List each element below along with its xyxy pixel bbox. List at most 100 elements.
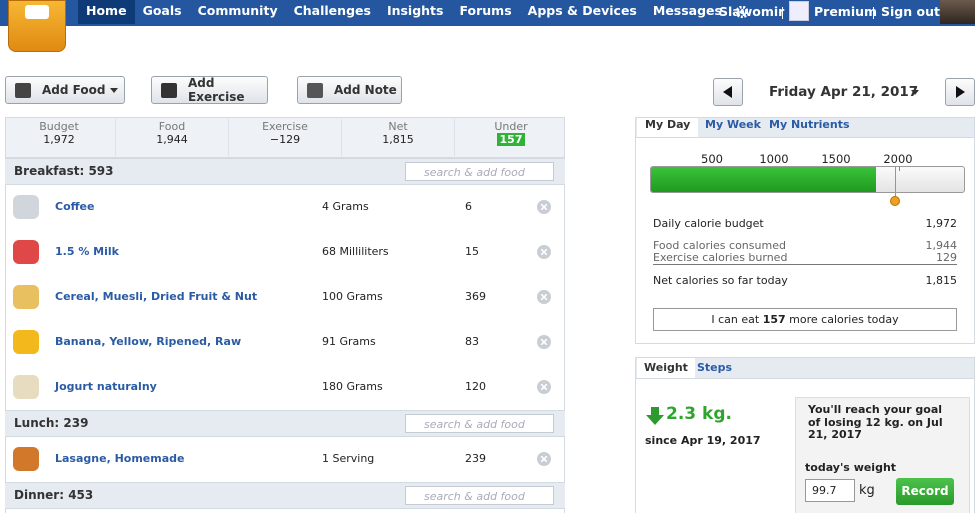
food-icon xyxy=(13,375,39,399)
food-name[interactable]: Cereal, Muesli, Dried Fruit & Nut xyxy=(55,290,258,303)
calorie-value: 1,815 xyxy=(925,274,958,287)
weight-input[interactable]: 99.7 xyxy=(805,479,855,502)
remove-button[interactable] xyxy=(537,290,551,304)
summary-value: 1,944 xyxy=(122,133,222,146)
toolbar-button[interactable]: Add Note xyxy=(297,76,402,104)
summary-number: 1,972 xyxy=(43,133,75,146)
summary-number: 157 xyxy=(496,133,526,146)
calorie-label: Food calories consumed xyxy=(653,239,786,252)
meal-title: Dinner: 453 xyxy=(14,488,94,502)
meal-title: Breakfast: 593 xyxy=(14,164,114,178)
nav-link[interactable]: Messages xyxy=(652,3,722,18)
food-calories: 6 xyxy=(465,200,472,213)
avatar xyxy=(940,0,975,24)
arrow-left xyxy=(723,86,732,98)
scale-tick xyxy=(713,167,714,171)
divider xyxy=(228,119,229,156)
search-box[interactable]: search & add food xyxy=(405,162,554,181)
calorie-message: I can eat 157 more calories today xyxy=(653,308,957,331)
button-icon xyxy=(307,83,323,98)
signout-link[interactable]: Sign out xyxy=(881,4,940,19)
calorie-label: Exercise calories burned xyxy=(653,251,788,264)
down-arrow xyxy=(646,407,664,425)
weight-unit: kg xyxy=(859,483,875,498)
food-icon xyxy=(13,447,39,471)
summary-value: 1,972 xyxy=(9,133,109,146)
food-calories: 15 xyxy=(465,245,479,258)
summary-label: Net xyxy=(388,120,408,133)
food-icon xyxy=(13,330,39,354)
scale-label: 500 xyxy=(701,152,723,166)
nav-link[interactable]: Insights xyxy=(386,3,444,18)
top-bar xyxy=(0,0,975,26)
summary-value: −129 xyxy=(235,133,335,146)
remove-button[interactable] xyxy=(537,335,551,349)
premium-link[interactable]: Premium xyxy=(814,4,878,19)
remove-x xyxy=(541,339,547,345)
calorie-label: Daily calorie budget xyxy=(653,217,764,230)
food-name[interactable]: Banana, Yellow, Ripened, Raw xyxy=(55,335,242,348)
arrow-right xyxy=(956,86,965,98)
summary-label: Budget xyxy=(39,120,79,133)
nav-link[interactable]: Forums xyxy=(459,3,512,18)
prev-day[interactable] xyxy=(713,78,743,106)
date[interactable]: Friday Apr 21, 2017 xyxy=(769,84,919,100)
food-name[interactable]: Coffee xyxy=(55,200,95,213)
button-icon xyxy=(15,83,31,98)
toolbar-button[interactable]: Add Food xyxy=(5,76,125,104)
tab[interactable]: My Day xyxy=(637,118,699,138)
food-amount: 68 Milliliters xyxy=(322,245,389,258)
user-name[interactable]: Slawomir xyxy=(719,4,785,19)
dropdown-caret xyxy=(110,88,118,93)
food-name[interactable]: Lasagne, Homemade xyxy=(55,452,185,465)
summary-value: 1,815 xyxy=(348,133,448,146)
remove-button[interactable] xyxy=(537,245,551,259)
nav-link[interactable]: Goals xyxy=(142,3,182,18)
remove-button[interactable] xyxy=(537,200,551,214)
progress-fill xyxy=(651,167,877,192)
divider xyxy=(341,119,342,156)
goal-text: You'll reach your goal of losing 12 kg. … xyxy=(808,403,943,441)
summary-label: Exercise xyxy=(262,120,308,133)
tab[interactable]: Weight xyxy=(637,358,695,379)
food-icon xyxy=(13,195,39,219)
scale-tick xyxy=(775,167,776,171)
remove-button[interactable] xyxy=(537,452,551,466)
button-icon xyxy=(161,83,177,98)
subtotal-line xyxy=(653,264,957,265)
date-caret xyxy=(911,90,919,95)
next-day[interactable] xyxy=(945,78,975,106)
tab[interactable]: My Nutrients xyxy=(769,118,850,131)
budget-line xyxy=(894,166,896,200)
message-part: 157 xyxy=(762,313,786,326)
toolbar-button[interactable]: Add Exercise xyxy=(151,76,268,104)
food-amount: 180 Grams xyxy=(322,380,383,393)
summary-label: Under xyxy=(494,120,528,133)
search-box[interactable]: search & add food xyxy=(405,414,554,433)
calorie-label: Net calories so far today xyxy=(653,274,788,287)
remove-button[interactable] xyxy=(537,380,551,394)
gear xyxy=(735,6,748,18)
nav-link[interactable]: Challenges xyxy=(293,3,371,18)
remove-x xyxy=(541,456,547,462)
record-button[interactable]: Record xyxy=(896,478,954,505)
nav-link[interactable]: Apps & Devices xyxy=(527,3,637,18)
separator xyxy=(782,7,783,19)
search-box[interactable]: search & add food xyxy=(405,486,554,505)
food-calories: 83 xyxy=(465,335,479,348)
remove-x xyxy=(541,204,547,210)
tab[interactable]: Steps xyxy=(697,361,733,374)
scale-label: 1000 xyxy=(759,152,789,166)
food-name[interactable]: 1.5 % Milk xyxy=(55,245,119,258)
calorie-value: 129 xyxy=(936,251,957,264)
settings-icon[interactable] xyxy=(730,0,754,24)
food-amount: 100 Grams xyxy=(322,290,383,303)
tab[interactable]: My Week xyxy=(705,118,761,131)
button-label: Add Note xyxy=(334,83,397,97)
nav-link[interactable]: Home xyxy=(78,0,135,24)
summary-number: 1,944 xyxy=(156,133,188,146)
nav-link[interactable]: Community xyxy=(197,3,278,18)
button-label: Add Food xyxy=(42,83,106,97)
scale-tick xyxy=(837,167,838,171)
food-name[interactable]: Jogurt naturalny xyxy=(55,380,157,393)
